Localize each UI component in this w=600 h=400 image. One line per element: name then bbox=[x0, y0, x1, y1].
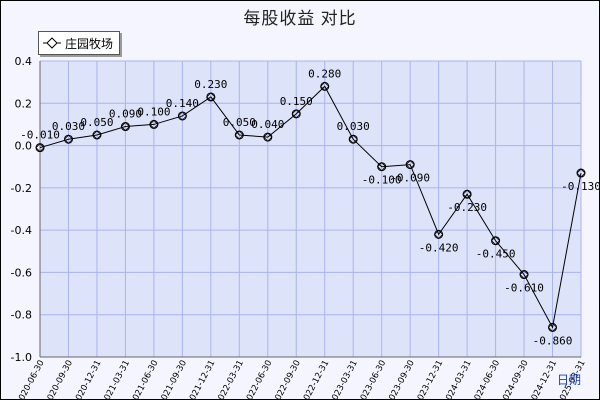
chart-title: 每股收益 对比 bbox=[243, 9, 357, 28]
x-tick-label: 2023-06-30 bbox=[356, 359, 388, 400]
data-label: 0.230 bbox=[194, 78, 227, 91]
y-tick-label: 0.4 bbox=[15, 55, 33, 68]
data-point-diamond bbox=[348, 134, 358, 144]
data-label: -0.450 bbox=[476, 248, 516, 261]
data-label: -0.610 bbox=[504, 282, 544, 295]
data-label: 0.100 bbox=[137, 105, 170, 118]
x-tick-label: 2023-09-30 bbox=[385, 359, 417, 400]
data-point-diamond bbox=[234, 130, 244, 140]
x-tick-label: 2020-06-30 bbox=[15, 359, 47, 400]
data-point-diamond bbox=[206, 92, 216, 102]
x-tick-label: 2024-09-30 bbox=[499, 359, 531, 400]
data-label: 0.030 bbox=[337, 120, 370, 133]
data-label: -0.100 bbox=[362, 174, 402, 187]
y-tick-label: -0.8 bbox=[11, 309, 32, 322]
series-line bbox=[39, 85, 582, 329]
data-point-diamond bbox=[462, 189, 472, 199]
y-tick-label: -1.0 bbox=[11, 351, 32, 364]
legend-marker-icon bbox=[43, 37, 61, 49]
data-point-diamond bbox=[320, 81, 330, 91]
y-tick-label: -0.4 bbox=[11, 224, 32, 237]
plot-area bbox=[40, 61, 581, 357]
data-point-diamond bbox=[177, 111, 187, 121]
data-point-diamond bbox=[120, 121, 130, 132]
x-tick-label: 2022-09-30 bbox=[271, 359, 303, 400]
data-label: -0.860 bbox=[533, 334, 573, 347]
x-tick-label: 2022-12-31 bbox=[299, 359, 331, 400]
data-label: -0.010 bbox=[20, 129, 60, 142]
x-tick-label: 2022-03-31 bbox=[214, 359, 246, 400]
data-point-diamond bbox=[35, 143, 45, 153]
data-label: 0.150 bbox=[280, 95, 313, 108]
data-point-diamond bbox=[263, 132, 273, 142]
data-point-diamond bbox=[291, 109, 301, 119]
data-label: -0.130 bbox=[561, 180, 600, 193]
data-point-diamond bbox=[491, 236, 501, 246]
data-label: -0.420 bbox=[419, 241, 459, 254]
data-point-diamond bbox=[434, 229, 444, 239]
data-label: 0.030 bbox=[52, 120, 85, 133]
x-tick-label: 2021-06-30 bbox=[129, 359, 161, 400]
x-tick-label: 2023-12-31 bbox=[413, 359, 445, 400]
data-point-diamond bbox=[405, 160, 415, 170]
y-tick-label: 0.2 bbox=[15, 97, 33, 110]
x-tick-label: 2020-12-31 bbox=[72, 359, 104, 400]
legend-label: 庄园牧场 bbox=[65, 36, 114, 51]
data-label: -0.230 bbox=[447, 201, 487, 214]
data-point-diamond bbox=[63, 134, 74, 144]
legend: 庄园牧场 bbox=[38, 31, 121, 55]
x-tick-label: 2024-06-30 bbox=[470, 359, 502, 400]
data-point-diamond bbox=[92, 130, 102, 140]
data-point-diamond bbox=[149, 119, 159, 129]
data-label: 0.040 bbox=[251, 118, 284, 131]
data-label: 0.090 bbox=[109, 108, 142, 121]
data-label: -0.090 bbox=[390, 172, 430, 185]
data-point-diamond bbox=[377, 162, 387, 172]
x-tick-label: 2020-09-30 bbox=[43, 359, 75, 400]
data-point-diamond bbox=[576, 168, 586, 178]
data-label: 0.280 bbox=[308, 67, 341, 80]
data-label: 0.140 bbox=[166, 97, 199, 110]
x-tick-label: 2021-09-30 bbox=[157, 359, 189, 400]
x-tick-label: 2024-03-31 bbox=[442, 359, 474, 400]
data-point-diamond bbox=[547, 322, 558, 332]
data-label: 0.050 bbox=[80, 116, 113, 129]
x-axis-title: 日期 bbox=[557, 373, 582, 387]
x-tick-label: 2023-03-31 bbox=[328, 359, 360, 400]
x-tick-label: 2021-03-31 bbox=[100, 359, 132, 400]
x-tick-label: 2021-12-31 bbox=[185, 359, 217, 400]
y-tick-label: -0.2 bbox=[11, 182, 32, 195]
x-tick-label: 2024-12-31 bbox=[527, 359, 559, 400]
y-tick-label: -0.6 bbox=[11, 266, 32, 279]
data-point-diamond bbox=[519, 269, 529, 280]
x-tick-label: 2022-06-30 bbox=[242, 359, 274, 400]
data-label: 0.050 bbox=[223, 116, 256, 129]
y-tick-label: 0.0 bbox=[15, 140, 33, 153]
